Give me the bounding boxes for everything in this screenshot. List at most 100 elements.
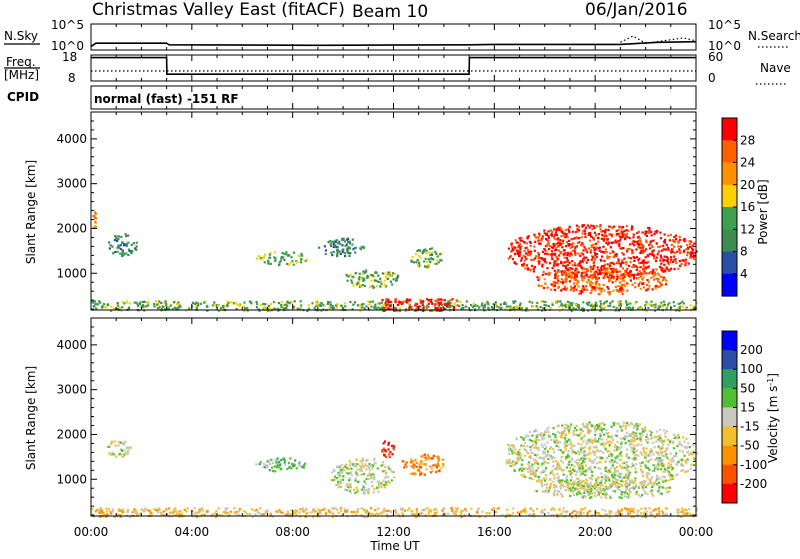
data-cell (593, 225, 595, 227)
data-cell (444, 304, 446, 306)
data-cell (582, 508, 584, 510)
data-cell (583, 485, 585, 487)
data-cell (633, 244, 635, 246)
nave-label: Nave (760, 61, 791, 75)
data-cell (556, 473, 558, 475)
data-cell (659, 306, 661, 308)
data-cell (656, 431, 658, 433)
data-cell (554, 285, 556, 287)
data-cell (664, 241, 666, 243)
data-cell (362, 273, 364, 275)
data-cell (678, 248, 680, 250)
data-cell (599, 438, 601, 440)
data-cell (618, 486, 620, 488)
data-cell (672, 467, 674, 469)
data-cell (545, 474, 547, 476)
data-cell (588, 489, 590, 491)
data-cell (662, 476, 664, 478)
data-cell (278, 302, 280, 304)
nsearch-tick-top: 10^5 (708, 18, 741, 32)
data-cell (537, 252, 539, 254)
data-cell (363, 486, 365, 488)
data-cell (603, 251, 605, 253)
data-cell (532, 305, 534, 307)
data-cell (631, 423, 633, 425)
data-cell (551, 250, 553, 252)
data-cell (519, 304, 521, 306)
data-cell (427, 266, 429, 268)
data-cell (596, 482, 598, 484)
data-cell (385, 304, 387, 306)
data-cell (610, 461, 612, 463)
data-cell (429, 248, 431, 250)
data-cell (564, 435, 566, 437)
data-cell (665, 249, 667, 251)
data-cell (634, 282, 636, 284)
data-cell (527, 463, 529, 465)
data-cell (561, 278, 563, 280)
data-cell (689, 446, 691, 448)
data-cell (578, 453, 580, 455)
data-cell (624, 492, 626, 494)
data-cell (609, 436, 611, 438)
data-cell (629, 307, 631, 309)
data-cell (631, 266, 633, 268)
data-cell (615, 268, 617, 270)
data-cell (645, 231, 647, 233)
data-cell (563, 253, 565, 255)
data-cell (653, 484, 655, 486)
data-cell (693, 258, 695, 260)
data-cell (362, 280, 364, 282)
data-cell (557, 494, 559, 496)
data-cell (594, 430, 596, 432)
data-cell (606, 439, 608, 441)
data-cell (570, 479, 572, 481)
data-cell (613, 263, 615, 265)
data-cell (354, 463, 356, 465)
data-cell (370, 477, 372, 479)
data-cell (621, 497, 623, 499)
data-cell (565, 306, 567, 308)
data-cell (526, 264, 528, 266)
data-cell (374, 305, 376, 307)
data-cell (320, 305, 322, 307)
data-cell (560, 460, 562, 462)
data-cell (685, 460, 687, 462)
data-cell (616, 430, 618, 432)
data-cell (365, 271, 367, 273)
data-cell (259, 463, 261, 465)
data-cell (116, 240, 118, 242)
data-cell (274, 257, 276, 259)
data-cell (663, 429, 665, 431)
data-cell (270, 513, 272, 515)
data-cell (651, 272, 653, 274)
data-cell (544, 253, 546, 255)
data-cell (158, 509, 160, 511)
data-cell (622, 467, 624, 469)
data-cell (686, 446, 688, 448)
data-cell (243, 510, 245, 512)
data-cell (525, 434, 527, 436)
data-cell (551, 457, 553, 459)
data-cell (554, 260, 556, 262)
data-cell (649, 272, 651, 274)
data-cell (582, 244, 584, 246)
data-cell (521, 240, 523, 242)
data-cell (580, 432, 582, 434)
data-cell (521, 307, 523, 309)
data-cell (514, 253, 516, 255)
data-cell (515, 306, 517, 308)
data-cell (679, 236, 681, 238)
data-cell (341, 244, 343, 246)
data-cell (559, 241, 561, 243)
data-cell (679, 450, 681, 452)
data-cell (550, 289, 552, 291)
data-cell (627, 509, 629, 511)
data-cell (624, 435, 626, 437)
data-cell (673, 455, 675, 457)
data-cell (535, 430, 537, 432)
data-cell (382, 272, 384, 274)
data-cell (368, 473, 370, 475)
data-cell (579, 470, 581, 472)
data-cell (536, 454, 538, 456)
